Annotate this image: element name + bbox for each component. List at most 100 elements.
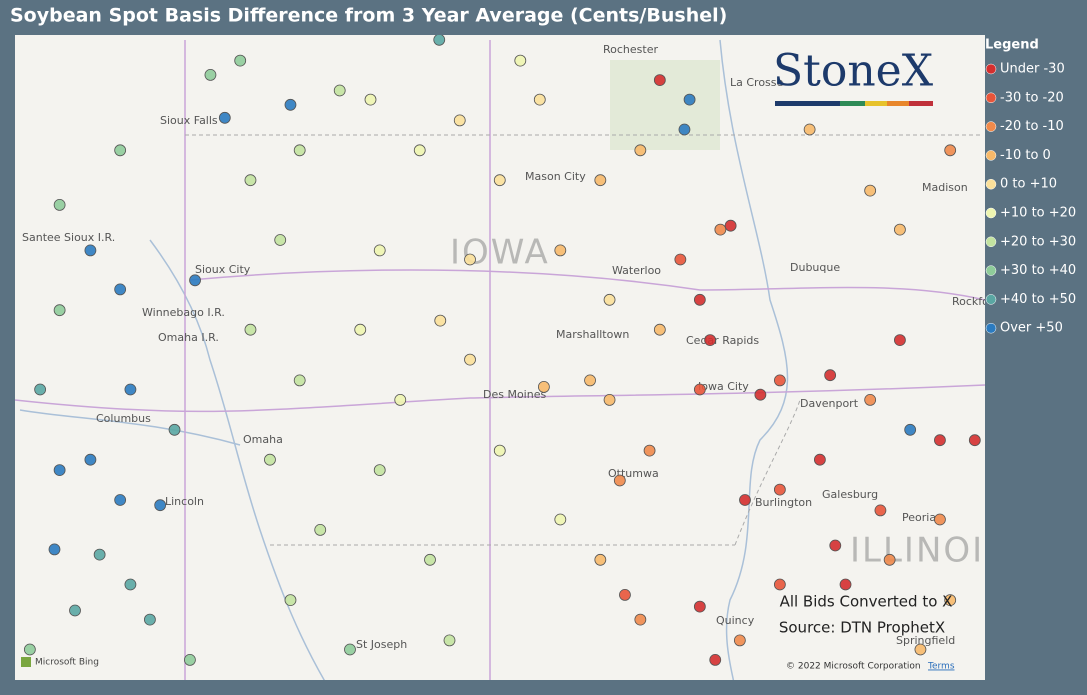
basis-point	[293, 144, 306, 157]
logo-bar	[865, 101, 887, 106]
basis-point	[904, 423, 917, 436]
basis-point	[354, 323, 367, 336]
basis-point	[864, 184, 877, 197]
logo-bar	[840, 101, 865, 106]
city-label: Omaha I.R.	[158, 331, 219, 344]
city-label: Rockford	[952, 295, 1000, 308]
legend-label: +10 to +20	[1000, 206, 1076, 221]
basis-point	[493, 444, 506, 457]
basis-point	[773, 578, 786, 591]
basis-point	[934, 434, 946, 447]
state-label: IOWA	[450, 233, 550, 273]
basis-point	[829, 539, 842, 552]
basis-point	[739, 494, 751, 506]
city-label: Peoria	[902, 511, 936, 524]
basis-point	[453, 114, 466, 127]
provider-logo	[21, 657, 31, 667]
rivers	[19, 39, 789, 680]
highways	[15, 40, 985, 680]
basis-point	[683, 93, 696, 106]
city-label: Galesburg	[822, 488, 878, 501]
basis-point	[314, 524, 327, 536]
title: Soybean Spot Basis Difference from 3 Yea…	[10, 5, 727, 27]
basis-point	[189, 274, 201, 287]
basis-point	[218, 111, 231, 124]
basis-point	[284, 594, 297, 606]
city-label: Dubuque	[790, 261, 840, 274]
city-label: Columbus	[96, 412, 151, 425]
basis-point	[394, 393, 407, 406]
city-label: St Joseph	[356, 638, 407, 651]
basis-point	[554, 244, 567, 257]
legend-label: +20 to +30	[1000, 234, 1076, 249]
basis-point	[537, 380, 550, 393]
basis-point	[944, 594, 957, 606]
basis-point	[364, 93, 377, 106]
basis-point	[619, 589, 631, 601]
basis-point	[114, 144, 127, 157]
park-area	[610, 60, 720, 150]
basis-point	[693, 600, 706, 613]
basis-point	[594, 553, 607, 566]
basis-point	[69, 604, 81, 617]
copyright: © 2022 Microsoft Corporation	[786, 662, 921, 672]
city-label: Cedar Rapids	[686, 334, 759, 347]
legend-title: Legend	[985, 38, 1039, 53]
city-label: Davenport	[800, 397, 859, 410]
city-label: Lincoln	[165, 495, 204, 508]
logo-bar	[909, 101, 933, 106]
legend-swatch	[985, 322, 997, 334]
basis-point	[144, 613, 156, 626]
basis-point	[643, 444, 656, 457]
basis-point	[53, 304, 66, 317]
basis-point	[373, 464, 386, 477]
logo-bar	[887, 101, 909, 106]
basis-point	[693, 293, 706, 306]
basis-point	[84, 453, 97, 466]
city-label: Burlington	[755, 496, 812, 509]
basis-point	[944, 144, 957, 157]
basis-point	[464, 353, 476, 366]
city-label: Quincy	[716, 614, 755, 627]
state-label: ILLINOIS	[850, 531, 1008, 571]
note: All Bids Converted to X	[780, 593, 953, 611]
basis-point	[344, 643, 356, 656]
legend-swatch	[985, 63, 997, 75]
basis-point	[514, 54, 527, 67]
city-label: Iowa City	[698, 380, 749, 393]
basis-point	[274, 234, 287, 246]
basis-point	[674, 253, 687, 266]
basis-point	[554, 513, 567, 526]
note: Source: DTN ProphetX	[779, 619, 945, 637]
basis-point	[244, 174, 257, 187]
basis-point	[754, 388, 767, 401]
basis-point	[124, 383, 137, 396]
basis-point	[874, 504, 887, 517]
terms-link[interactable]: Terms	[927, 662, 955, 672]
basis-point	[709, 654, 722, 666]
map-background	[15, 35, 985, 680]
basis-point	[154, 499, 167, 512]
basis-point	[333, 84, 346, 97]
basis-point	[724, 219, 737, 232]
basis-point	[603, 293, 616, 306]
legend-swatch	[985, 236, 997, 248]
basis-point	[773, 374, 786, 387]
basis-point	[434, 314, 447, 327]
legend-label: +40 to +50	[1000, 292, 1076, 307]
basis-point	[653, 323, 666, 336]
legend-swatch	[985, 265, 997, 276]
legend-label: -10 to 0	[1000, 148, 1051, 163]
basis-point	[813, 453, 826, 466]
basis-point	[168, 423, 181, 436]
legend-label: +30 to +40	[1000, 263, 1076, 278]
basis-point	[293, 374, 306, 387]
basis-point	[53, 464, 66, 477]
map[interactable]: Rochester La Crosse Mason City IOWA Wate…	[15, 34, 1008, 690]
basis-point	[934, 513, 946, 526]
basis-point	[284, 98, 297, 111]
city-label: Santee Sioux I.R.	[22, 231, 115, 244]
basis-point	[914, 643, 927, 656]
